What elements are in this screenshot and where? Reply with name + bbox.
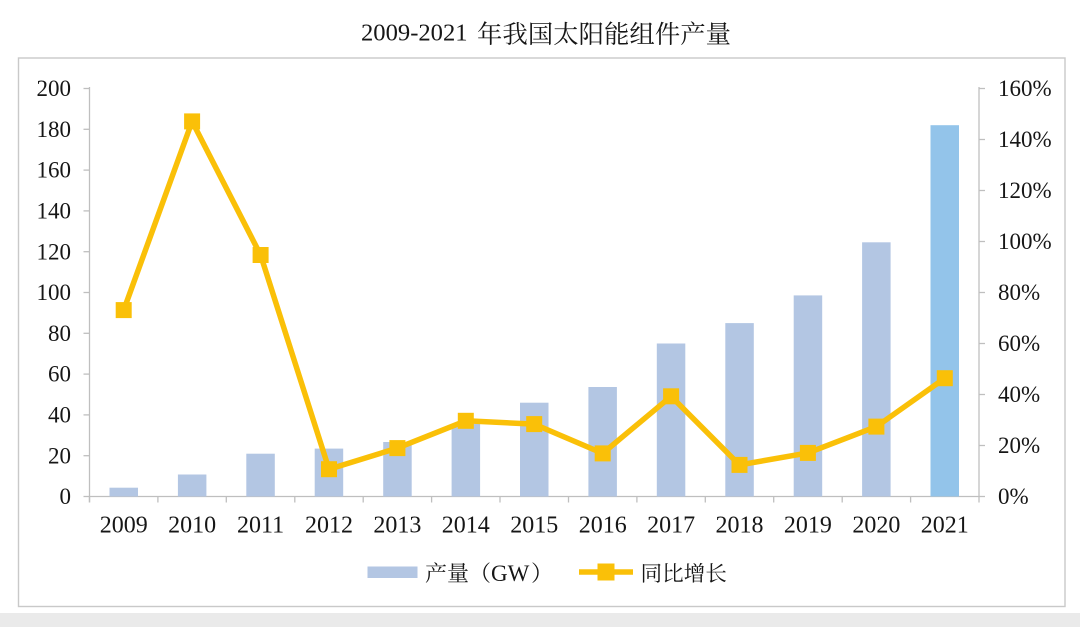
svg-text:2015: 2015 — [510, 513, 558, 539]
svg-text:GW: GW — [491, 561, 530, 586]
svg-text:20: 20 — [48, 443, 71, 468]
svg-text:60: 60 — [48, 362, 71, 387]
svg-text:2021: 2021 — [921, 513, 969, 539]
svg-text:160%: 160% — [998, 76, 1052, 101]
svg-text:2009-2021: 2009-2021 — [361, 20, 468, 47]
svg-text:40%: 40% — [998, 382, 1040, 407]
svg-text:180: 180 — [37, 117, 72, 142]
svg-text:2012: 2012 — [305, 513, 353, 539]
svg-text:120%: 120% — [998, 178, 1052, 203]
svg-text:2009: 2009 — [100, 513, 148, 539]
svg-text:0%: 0% — [998, 484, 1029, 509]
svg-text:140%: 140% — [998, 127, 1052, 152]
svg-text:60%: 60% — [998, 331, 1040, 356]
svg-text:2013: 2013 — [373, 513, 421, 539]
svg-text:100: 100 — [37, 280, 72, 305]
svg-text:160: 160 — [37, 158, 72, 183]
svg-text:2011: 2011 — [237, 513, 284, 539]
svg-text:200: 200 — [37, 76, 72, 101]
svg-text:2020: 2020 — [852, 513, 900, 539]
svg-text:2014: 2014 — [442, 513, 490, 539]
svg-text:2010: 2010 — [168, 513, 216, 539]
svg-text:40: 40 — [48, 403, 71, 428]
svg-text:100%: 100% — [998, 229, 1052, 254]
svg-text:80%: 80% — [998, 280, 1040, 305]
svg-text:80: 80 — [48, 321, 71, 346]
svg-text:20%: 20% — [998, 433, 1040, 458]
svg-text:2016: 2016 — [579, 513, 627, 539]
svg-text:2017: 2017 — [647, 513, 695, 539]
svg-text:140: 140 — [37, 199, 72, 224]
svg-text:0: 0 — [60, 484, 72, 509]
svg-text:120: 120 — [37, 239, 72, 264]
svg-text:2018: 2018 — [716, 513, 764, 539]
svg-text:2019: 2019 — [784, 513, 832, 539]
